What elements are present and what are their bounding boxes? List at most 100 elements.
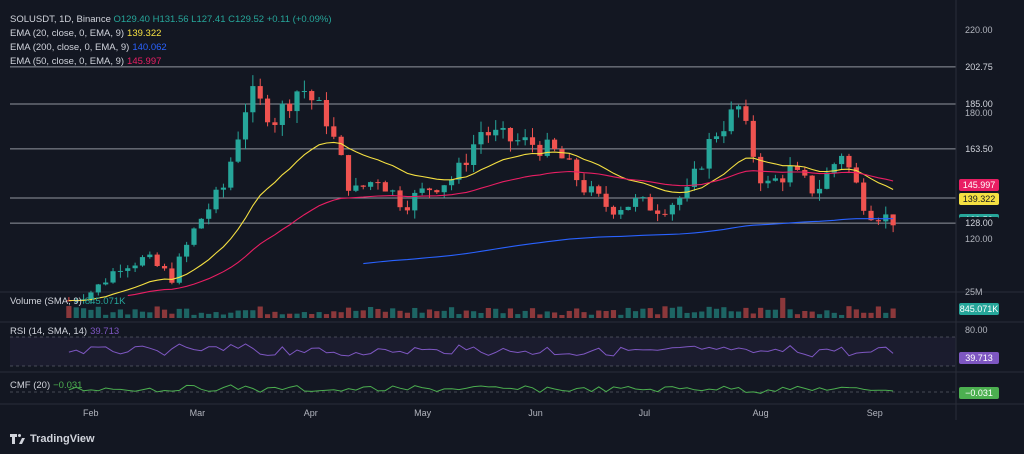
rsi-tag: 39.713 (959, 352, 999, 364)
ema200-line (363, 218, 894, 265)
candle-body (176, 256, 182, 283)
candle-body (242, 112, 249, 140)
symbol-legend: SOLUSDT, 1D, Binance O129.40 H131.56 L12… (10, 14, 332, 26)
volume-bar (831, 312, 837, 318)
price-tag: 163.50 (959, 142, 999, 155)
high-value: H131.56 (152, 14, 189, 25)
candle-body (132, 265, 138, 269)
ema20-legend[interactable]: EMA (20, close, 0, EMA, 9) 139.322 (10, 28, 161, 40)
month-label: Jul (638, 408, 651, 418)
price-tag: 185.00 (959, 98, 999, 110)
candle-body (169, 268, 175, 283)
candle-body (264, 98, 271, 123)
candle-body (345, 155, 352, 191)
volume-bar (522, 310, 528, 318)
candle-body (103, 282, 109, 285)
volume-bar (331, 311, 337, 318)
cmf-legend[interactable]: CMF (20) −0.031 (10, 380, 82, 392)
candle-body (610, 206, 617, 215)
volume-bar (552, 312, 558, 318)
volume-bar (360, 310, 366, 318)
volume-bar (632, 311, 639, 318)
volume-bar (669, 307, 675, 318)
candle-body (191, 228, 197, 245)
candle-body (294, 91, 300, 112)
rsi-legend[interactable]: RSI (14, SMA, 14) 39.713 (10, 326, 119, 338)
candle-body (412, 192, 418, 211)
volume-legend[interactable]: Volume (SMA, 9) 845.071K (10, 296, 126, 308)
volume-bar (684, 312, 690, 318)
volume-bar (353, 310, 359, 318)
candle-body (434, 190, 440, 193)
candle-body (743, 106, 749, 121)
candle-body (493, 129, 499, 136)
volume-bar (338, 312, 344, 318)
symbol-label[interactable]: SOLUSDT, 1D, Binance (10, 14, 111, 25)
volume-bar (890, 308, 896, 318)
volume-bar (404, 312, 410, 318)
month-label: Feb (82, 408, 99, 418)
volume-label: Volume (SMA, 9) (10, 296, 82, 307)
volume-bar (456, 314, 462, 318)
candle-body (110, 271, 116, 283)
candle-body (117, 270, 123, 272)
candle-body (463, 162, 469, 166)
candle-body (846, 155, 852, 168)
candle-body (802, 169, 808, 176)
volume-bar (765, 309, 771, 318)
candle-body (588, 186, 594, 193)
volume-bar (603, 311, 609, 318)
candle-body (250, 86, 256, 113)
rsi-tick-label: 80.00 (965, 325, 988, 335)
volume-bar (581, 312, 587, 318)
volume-bar (103, 314, 109, 318)
candle-body (206, 209, 212, 219)
volume-bar (574, 308, 580, 318)
volume-bar (154, 306, 160, 318)
volume-bar (426, 309, 433, 318)
volume-bar (287, 313, 293, 318)
price-tag: 145.997 (959, 179, 999, 192)
candle-body (287, 103, 293, 112)
volume-bar (463, 310, 469, 318)
candle-body (566, 158, 572, 160)
candle-body (161, 266, 168, 269)
volume-bar (515, 314, 521, 318)
volume-bar (323, 314, 330, 318)
volume-bar (301, 312, 307, 318)
candle-body (301, 91, 307, 93)
rsi-band (10, 337, 956, 366)
volume-bar (316, 312, 322, 318)
volume-bar (95, 306, 101, 318)
volume-bar (647, 308, 653, 318)
volume-bar (419, 312, 425, 318)
candle-body (323, 100, 330, 127)
candle-body (426, 188, 433, 191)
ema20-line (68, 141, 894, 302)
volume-bar (220, 314, 227, 318)
y-tick-label: 220.00 (965, 24, 993, 35)
candle-body (706, 139, 712, 169)
candle-body (419, 188, 425, 193)
candle-body (750, 120, 756, 157)
volume-bar (139, 311, 146, 318)
cmf-value: −0.031 (53, 380, 83, 391)
candle-body (655, 210, 661, 214)
volume-bar (507, 308, 514, 318)
candle-body (625, 206, 631, 211)
month-label: Sep (866, 408, 883, 418)
ema200-legend[interactable]: EMA (200, close, 0, EMA, 9) 140.062 (10, 42, 167, 54)
candle-body (603, 193, 609, 207)
candle-body (309, 91, 315, 101)
volume-bar (625, 307, 631, 318)
candle-body (507, 127, 514, 142)
ema50-legend[interactable]: EMA (50, close, 0, EMA, 9) 145.997 (10, 56, 161, 68)
candle-body (552, 139, 558, 150)
volume-bar (529, 308, 536, 318)
tradingview-logo[interactable]: TradingView (10, 433, 95, 445)
volume-bar (824, 310, 830, 318)
ema-lines (68, 141, 894, 302)
candle-body (522, 137, 528, 141)
candle-body (780, 178, 786, 183)
